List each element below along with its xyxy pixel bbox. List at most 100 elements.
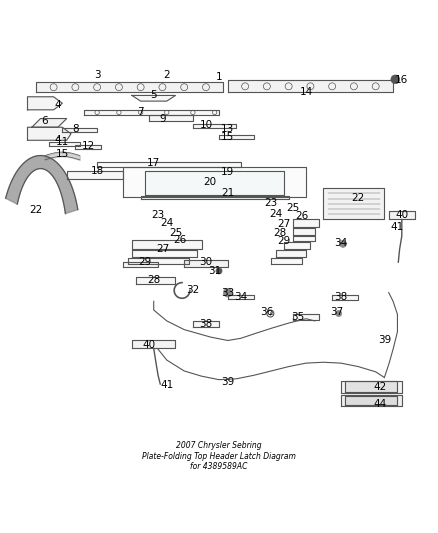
Text: 2007 Chrysler Sebring
Plate-Folding Top Header Latch Diagram
for 4389589AC: 2007 Chrysler Sebring Plate-Folding Top … <box>142 441 296 471</box>
Text: 1: 1 <box>215 72 223 82</box>
Text: 32: 32 <box>186 286 200 295</box>
Text: 21: 21 <box>221 188 234 198</box>
Text: 41: 41 <box>160 380 173 390</box>
Text: 37: 37 <box>330 307 343 317</box>
Text: 28: 28 <box>273 228 286 238</box>
Text: 13: 13 <box>221 124 234 134</box>
Text: 12: 12 <box>82 141 95 150</box>
Text: 22: 22 <box>30 205 43 215</box>
Text: 20: 20 <box>204 176 217 187</box>
Text: 23: 23 <box>152 210 165 220</box>
Text: 33: 33 <box>221 288 234 297</box>
Text: 29: 29 <box>278 236 291 246</box>
Polygon shape <box>341 395 402 406</box>
Polygon shape <box>36 82 223 92</box>
Text: 4: 4 <box>55 135 61 146</box>
Text: 44: 44 <box>374 399 387 409</box>
Circle shape <box>336 310 342 317</box>
Polygon shape <box>145 171 284 195</box>
Polygon shape <box>293 220 319 228</box>
Text: 8: 8 <box>72 124 79 134</box>
Polygon shape <box>132 250 197 257</box>
Text: 27: 27 <box>156 244 169 254</box>
Polygon shape <box>193 321 219 327</box>
Circle shape <box>216 268 222 274</box>
Text: 6: 6 <box>42 116 48 126</box>
Text: 11: 11 <box>56 138 69 148</box>
Text: 36: 36 <box>260 307 273 317</box>
Polygon shape <box>84 110 219 115</box>
Text: 31: 31 <box>208 266 221 276</box>
Text: 29: 29 <box>138 257 152 267</box>
Polygon shape <box>132 240 201 249</box>
Text: 5: 5 <box>150 90 157 100</box>
Text: 39: 39 <box>221 377 234 387</box>
Polygon shape <box>49 142 80 146</box>
Text: 40: 40 <box>143 340 156 350</box>
Text: 7: 7 <box>138 107 144 117</box>
Polygon shape <box>6 156 78 214</box>
Text: 35: 35 <box>291 312 304 321</box>
Text: 24: 24 <box>160 218 173 228</box>
Polygon shape <box>228 80 393 92</box>
Text: 2: 2 <box>163 70 170 80</box>
Circle shape <box>223 288 232 297</box>
Polygon shape <box>28 127 71 140</box>
Polygon shape <box>323 188 385 219</box>
Text: 17: 17 <box>147 158 160 168</box>
Text: 24: 24 <box>269 209 282 219</box>
Text: 27: 27 <box>278 219 291 229</box>
Polygon shape <box>345 396 397 405</box>
Text: 15: 15 <box>221 132 234 142</box>
Text: 34: 34 <box>234 292 247 302</box>
Text: 38: 38 <box>199 319 212 329</box>
Polygon shape <box>123 167 306 197</box>
Polygon shape <box>132 95 176 101</box>
Text: 16: 16 <box>395 75 408 85</box>
Circle shape <box>391 75 399 84</box>
Text: 9: 9 <box>159 114 166 124</box>
Polygon shape <box>293 236 315 241</box>
Text: 25: 25 <box>286 203 300 213</box>
Text: 15: 15 <box>56 149 69 159</box>
Polygon shape <box>123 262 158 268</box>
Text: 40: 40 <box>395 210 408 220</box>
Text: 22: 22 <box>352 193 365 203</box>
Polygon shape <box>219 135 254 139</box>
Text: 25: 25 <box>169 228 182 238</box>
Polygon shape <box>332 295 358 301</box>
Polygon shape <box>97 162 241 167</box>
Polygon shape <box>32 118 67 127</box>
Polygon shape <box>341 381 402 393</box>
Polygon shape <box>193 124 237 128</box>
Text: 10: 10 <box>199 120 212 130</box>
Text: 4: 4 <box>55 100 61 110</box>
Text: 42: 42 <box>374 383 387 392</box>
Text: 41: 41 <box>391 222 404 232</box>
Polygon shape <box>127 258 188 264</box>
Text: 28: 28 <box>147 276 160 286</box>
Text: 14: 14 <box>300 87 313 98</box>
Text: 30: 30 <box>199 257 212 267</box>
Polygon shape <box>149 116 193 120</box>
Text: 18: 18 <box>91 166 104 176</box>
Polygon shape <box>28 97 62 110</box>
Polygon shape <box>276 250 306 257</box>
Polygon shape <box>132 340 176 349</box>
Text: 23: 23 <box>265 198 278 208</box>
Text: 34: 34 <box>334 238 347 247</box>
Polygon shape <box>67 171 123 180</box>
Text: 19: 19 <box>221 167 234 176</box>
Polygon shape <box>271 258 302 264</box>
Text: 26: 26 <box>173 236 187 245</box>
Text: 3: 3 <box>94 70 100 80</box>
Circle shape <box>339 240 346 247</box>
Polygon shape <box>293 228 315 235</box>
Polygon shape <box>293 313 319 320</box>
Text: 38: 38 <box>334 292 347 302</box>
Polygon shape <box>62 128 97 133</box>
Polygon shape <box>141 196 289 199</box>
Text: 39: 39 <box>378 335 391 345</box>
Text: 26: 26 <box>295 212 308 221</box>
Polygon shape <box>75 145 102 149</box>
